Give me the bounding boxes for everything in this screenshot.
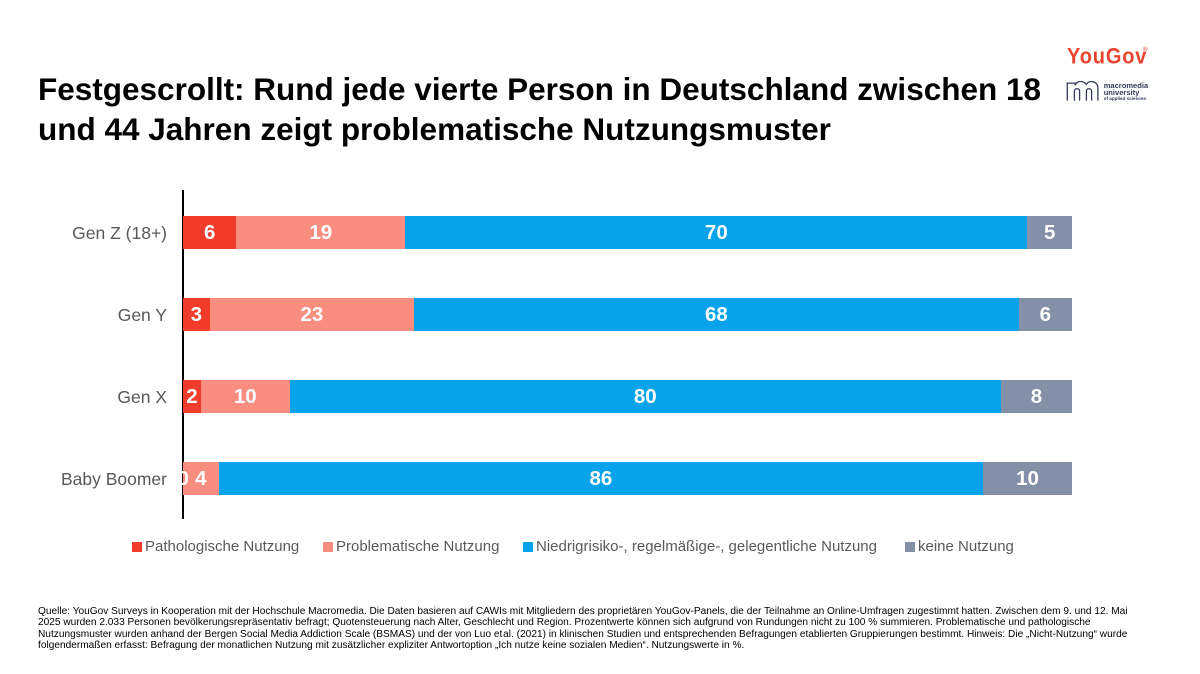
svg-text:of applied sciences: of applied sciences: [1104, 96, 1147, 101]
svg-text:macromedia: macromedia: [1104, 80, 1149, 89]
svg-text:university: university: [1104, 87, 1140, 96]
